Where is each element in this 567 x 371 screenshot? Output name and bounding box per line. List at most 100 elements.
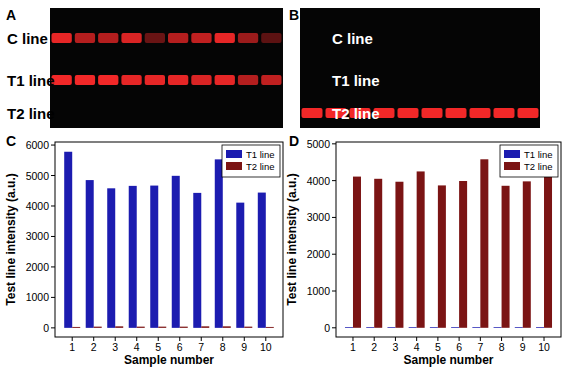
band (191, 75, 211, 85)
y-tick-label: 3000 (307, 211, 331, 223)
y-axis-label: Test line intensity (a.u.) (4, 173, 18, 305)
y-tick (51, 145, 55, 146)
x-tick-label: 7 (198, 341, 204, 353)
y-tick (51, 327, 55, 328)
legend-label: T1 line (246, 149, 275, 160)
background (0, 0, 567, 371)
bar (536, 327, 544, 329)
line-label: T2 line (332, 105, 380, 122)
x-tick-label: 6 (456, 341, 462, 353)
strip-image (50, 8, 283, 128)
bar (150, 186, 158, 328)
band (145, 108, 165, 118)
band (446, 108, 467, 118)
bar (86, 180, 94, 328)
bar (374, 179, 382, 328)
band (52, 108, 72, 118)
band (145, 33, 165, 43)
y-tick-label: 5000 (307, 138, 331, 150)
band (518, 33, 539, 43)
bar (430, 327, 438, 329)
band (494, 75, 515, 85)
y-tick (332, 143, 336, 144)
legend-box (222, 145, 280, 177)
bar (115, 326, 123, 328)
plot-frame (55, 142, 283, 337)
x-tick-label: 10 (538, 341, 550, 353)
bar (480, 159, 488, 328)
x-tick-label: 9 (241, 341, 247, 353)
line-label: C line (7, 30, 48, 47)
legend: T1 lineT2 line (500, 145, 558, 177)
bar (244, 327, 252, 328)
y-tick (51, 297, 55, 298)
bar (353, 177, 361, 328)
bar (266, 326, 274, 328)
panel-label: D (289, 133, 299, 149)
bars (64, 152, 274, 328)
bar (223, 326, 231, 328)
band (52, 33, 72, 43)
legend-swatch (504, 162, 520, 170)
bar (137, 327, 145, 328)
legend: T1 lineT2 line (222, 145, 280, 177)
x-axis-label: Sample number (403, 353, 493, 367)
x-tick-label: 7 (477, 341, 483, 353)
y-tick (332, 180, 336, 181)
band (215, 33, 235, 43)
y-tick-label: 2000 (26, 261, 50, 273)
bar (494, 327, 502, 329)
y-tick-label: 0 (43, 322, 49, 334)
x-tick-label: 5 (155, 341, 161, 353)
y-tick (51, 266, 55, 267)
band (168, 75, 188, 85)
band (302, 75, 323, 85)
y-tick-label: 5000 (26, 170, 50, 182)
panel-label: B (289, 7, 299, 23)
x-tick-label: 4 (414, 341, 420, 353)
bar (523, 181, 531, 327)
band (121, 108, 141, 118)
band (470, 108, 491, 118)
band (145, 75, 165, 85)
band (238, 108, 258, 118)
y-tick-label: 4000 (26, 200, 50, 212)
legend-box (500, 145, 558, 177)
band (470, 75, 491, 85)
bar (366, 327, 374, 329)
y-tick-label: 1000 (307, 285, 331, 297)
bar (438, 185, 446, 327)
legend-swatch (226, 162, 242, 170)
bars (345, 159, 552, 328)
line-label: C line (332, 30, 373, 47)
x-tick-label: 3 (393, 341, 399, 353)
band (98, 108, 118, 118)
band (446, 75, 467, 85)
line-label: T1 line (7, 72, 55, 89)
strip-background (50, 8, 283, 128)
strip-image (300, 8, 540, 128)
band (238, 75, 258, 85)
x-tick-label: 8 (499, 341, 505, 353)
line-label: T2 line (7, 105, 55, 122)
bar (236, 203, 244, 328)
band (422, 33, 443, 43)
band (374, 33, 395, 43)
x-tick-label: 5 (435, 341, 441, 353)
legend-swatch (504, 150, 520, 158)
bar (172, 176, 180, 328)
legend-label: T2 line (524, 161, 553, 172)
y-tick (51, 175, 55, 176)
bar (409, 327, 417, 329)
band (422, 75, 443, 85)
bar (395, 182, 403, 328)
y-tick (332, 291, 336, 292)
legend-label: T1 line (524, 149, 553, 160)
page: {"chart_data": [ {"type": "bar", "title"… (0, 0, 567, 371)
x-tick-label: 6 (177, 341, 183, 353)
bar (180, 327, 188, 328)
bar (451, 327, 459, 329)
y-tick (332, 327, 336, 328)
band (494, 33, 515, 43)
x-tick-label: 4 (134, 341, 140, 353)
